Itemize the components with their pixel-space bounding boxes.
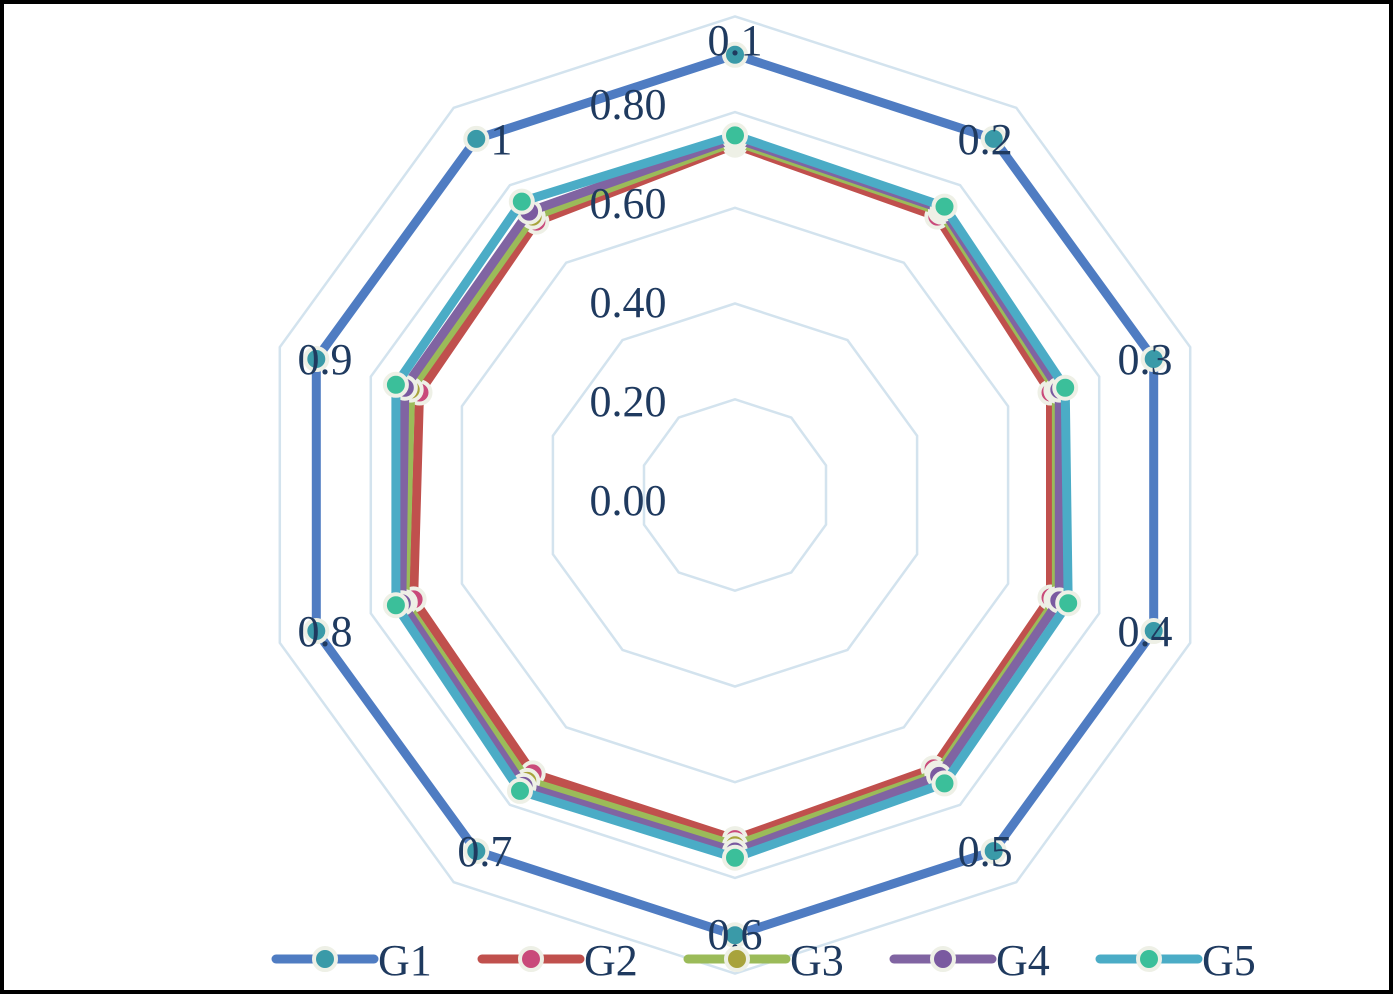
- point-G1-0.4: [1140, 618, 1167, 644]
- point-G5-0.6: [722, 844, 748, 871]
- radar-series: [303, 41, 1167, 949]
- axis-label-0.3: 0.3: [1118, 335, 1173, 384]
- point-G5-0.4: [1055, 590, 1082, 617]
- legend-marker: [724, 946, 750, 972]
- grid-ring-3: [460, 206, 1010, 784]
- series-line-G1: [311, 50, 1159, 940]
- legend-item-G3: G3: [683, 936, 844, 985]
- legend-item-G1: G1: [271, 936, 432, 985]
- legend-item-G2: G2: [477, 936, 638, 985]
- axis-label-0.4: 0.4: [1118, 607, 1173, 656]
- point-G1-0.9: [303, 346, 330, 372]
- tick-label: 0.40: [590, 278, 667, 327]
- legend: G1 G2 G3 G4 G5: [271, 936, 1256, 985]
- series-G5: [382, 122, 1082, 871]
- tick-label: 0.60: [590, 179, 667, 228]
- legend-marker: [312, 946, 338, 972]
- radial-ticks: 0.00 0.20 0.40 0.60 0.80: [590, 80, 667, 525]
- legend-marker: [930, 946, 956, 972]
- legend-label-G5: G5: [1202, 936, 1256, 985]
- radar-grid: [278, 15, 1192, 975]
- axis-label-1: 1: [490, 115, 512, 164]
- tick-label: 0.20: [590, 377, 667, 426]
- grid-ring-1: [642, 397, 828, 593]
- legend-label-G3: G3: [790, 936, 844, 985]
- grid-ring-2: [551, 302, 919, 688]
- axis-label-0.5: 0.5: [958, 827, 1013, 876]
- radar-chart: 0.00 0.20 0.40 0.60 0.80 0.1 0.2 0.3 0.4 0.5 0.60…: [271, 15, 1256, 985]
- tick-label: 0.00: [590, 476, 667, 525]
- point-G5-0.9: [382, 371, 409, 398]
- point-G1-0.5: [980, 838, 1007, 865]
- legend-item-G5: G5: [1095, 936, 1256, 985]
- legend-marker: [518, 946, 544, 972]
- legend-marker: [1136, 946, 1162, 972]
- point-G5-0.3: [1052, 374, 1079, 401]
- grid-ring-5: [278, 15, 1192, 975]
- legend-label-G4: G4: [996, 936, 1050, 985]
- series-G1: [303, 41, 1167, 949]
- point-G5-0.7: [507, 777, 533, 804]
- legend-label-G1: G1: [378, 936, 432, 985]
- series-line-G5: [391, 130, 1073, 863]
- axis-label-0.8: 0.8: [298, 607, 353, 656]
- axis-label-0.7: 0.7: [457, 827, 512, 876]
- point-G1-0.7: [463, 838, 490, 865]
- tick-label: 0.80: [590, 80, 667, 129]
- point-G1-0.3: [1140, 346, 1167, 372]
- legend-label-G2: G2: [584, 936, 638, 985]
- axis-label-0.9: 0.9: [298, 335, 353, 384]
- grid-ring-4: [369, 110, 1101, 880]
- point-G5-0.5: [931, 770, 958, 797]
- axis-labels: 0.10.20.30.40.50.60.70.80.91: [298, 16, 1173, 959]
- point-G1-1: [463, 125, 490, 152]
- axis-label-0.1: 0.1: [708, 16, 763, 65]
- axis-label-0.2: 0.2: [958, 115, 1013, 164]
- legend-item-G4: G4: [889, 936, 1050, 985]
- point-G1-0.8: [303, 618, 330, 644]
- point-G1-0.2: [980, 125, 1007, 152]
- point-G5-1: [508, 188, 535, 215]
- point-G5-0.1: [722, 122, 748, 149]
- point-G5-0.2: [931, 193, 958, 220]
- point-G1-0.1: [722, 41, 748, 68]
- point-G5-0.8: [382, 592, 409, 619]
